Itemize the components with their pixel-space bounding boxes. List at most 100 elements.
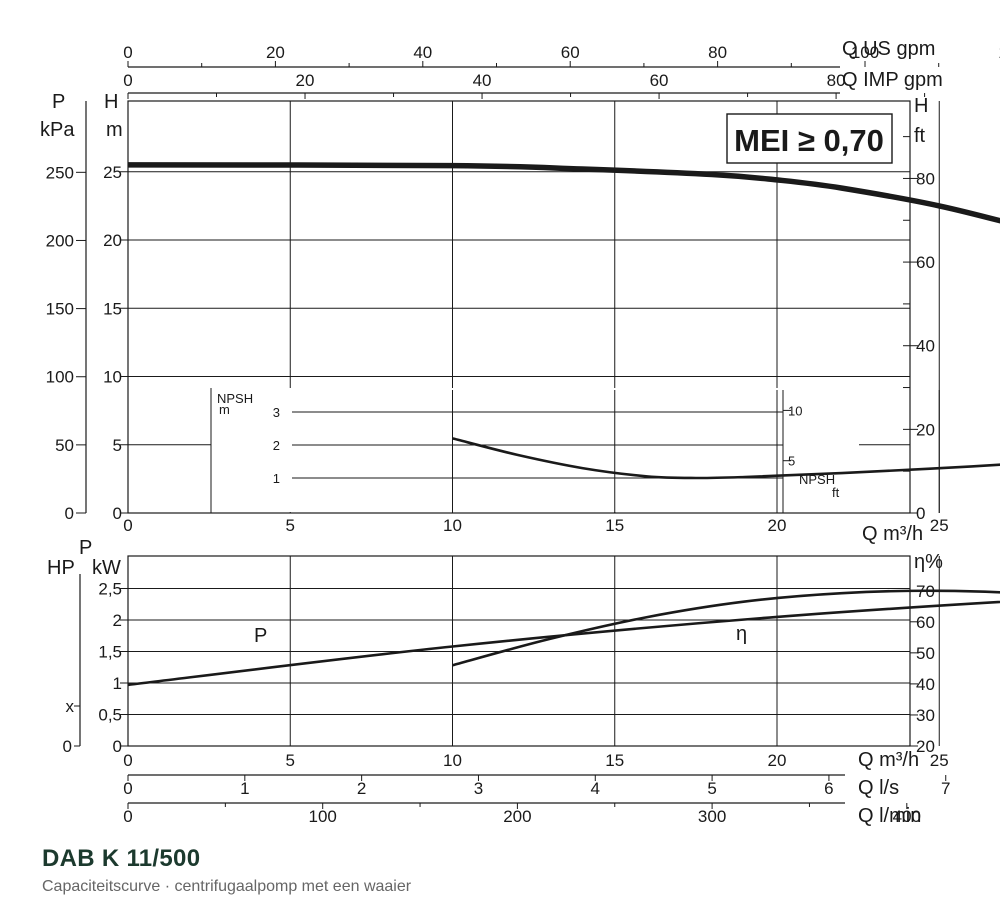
- flow-upper-tick-label: 20: [768, 516, 787, 535]
- imp-gpm-label: Q IMP gpm: [842, 69, 943, 91]
- mei-badge: [726, 113, 893, 164]
- hp-tick-label: 0: [63, 737, 72, 756]
- bottom-flow-axes: 0510152025303540 0123456789101112 010020…: [123, 749, 950, 827]
- imp-gpm-tick-label: 40: [473, 71, 492, 90]
- ls-tick-label: 0: [123, 779, 132, 798]
- npsh-panel: [211, 388, 859, 512]
- us-gpm-label: Q US gpm: [842, 38, 935, 60]
- flow-upper-tick-label: 25: [930, 516, 949, 535]
- kw-tick-label: 1,5: [98, 643, 122, 662]
- npsh-m-tick-label: 2: [273, 438, 280, 453]
- imp-gpm-tick-label: 100: [999, 71, 1000, 90]
- kw-tick-label: 2: [113, 611, 122, 630]
- kpa-tick-label: 250: [46, 163, 74, 182]
- ls-tick-label: 2: [357, 779, 366, 798]
- head-m-axis-label-h: H: [104, 91, 118, 113]
- page-subtitle: Capaciteitscurve · centrifugaalpomp met …: [42, 878, 412, 895]
- head-curve: [127, 162, 1000, 224]
- page-title: DAB K 11/500: [42, 845, 201, 872]
- npsh-ft-tick-label: 5: [788, 454, 795, 469]
- power-axis-label-p: P: [79, 537, 92, 559]
- flow-upper-tick-label: 0: [123, 516, 132, 535]
- ls-axis-label: Q l/s: [858, 777, 899, 799]
- imp-gpm-tick-label: 80: [827, 71, 846, 90]
- power-axis-label-kw: kW: [92, 557, 121, 579]
- power-curve-label: P: [254, 625, 267, 647]
- imp-gpm-tick-label: 0: [123, 71, 132, 90]
- imp-gpm-tick-label: 20: [296, 71, 315, 90]
- flow-lower-tick-label: 5: [286, 751, 295, 770]
- npsh-ft-tick-label: 10: [788, 403, 802, 418]
- us-gpm-tick-label: 100: [851, 43, 879, 62]
- efficiency-curve-label: η: [736, 623, 747, 645]
- head-m-tick-label: 10: [103, 368, 122, 387]
- flow-lower-tick-label: 0: [123, 751, 132, 770]
- power-curve: [127, 600, 1000, 687]
- head-m-tick-label: 0: [113, 504, 122, 523]
- kpa-tick-label: 0: [65, 504, 74, 523]
- npsh-curve: [452, 437, 1000, 480]
- pump-performance-chart: 020406080100120140160180 020406080100120…: [40, 38, 1000, 827]
- head-ft-tick-label: 0: [916, 504, 925, 523]
- kw-tick-label: 1: [113, 674, 122, 693]
- ls-tick-label: 5: [707, 779, 716, 798]
- hp-tick-label: x: [66, 697, 75, 716]
- head-m-axis-label-unit: m: [106, 119, 123, 141]
- head-ft-tick-label: 80: [916, 169, 935, 188]
- us-gpm-tick-label: 0: [123, 43, 132, 62]
- ls-tick-label: 1: [240, 779, 249, 798]
- eta-tick-label: 50: [916, 644, 935, 663]
- imp-gpm-tick-label: 60: [650, 71, 669, 90]
- kpa-tick-label: 100: [46, 368, 74, 387]
- us-gpm-tick-label: 80: [708, 43, 727, 62]
- head-ft-tick-label: 20: [916, 420, 935, 439]
- lmin-tick-label: 0: [123, 807, 132, 826]
- head-m-tick-label: 20: [103, 231, 122, 250]
- pressure-axis-label-p: P: [52, 91, 65, 113]
- npsh-ft-unit: ft: [832, 485, 840, 500]
- us-gpm-tick-label: 120: [998, 43, 1000, 62]
- head-chart-frame: [127, 100, 911, 514]
- power-axis-label-hp: HP: [47, 557, 75, 579]
- flow-lower-tick-label: 15: [605, 751, 624, 770]
- flow-axis-upper-label: Q m³/h: [862, 523, 923, 545]
- ls-tick-label: 7: [941, 779, 950, 798]
- kpa-tick-label: 200: [46, 231, 74, 250]
- eta-tick-label: 30: [916, 706, 935, 725]
- ls-tick-label: 4: [591, 779, 600, 798]
- pressure-axis-label-unit: kPa: [40, 119, 75, 141]
- head-ft-tick-label: 60: [916, 253, 935, 272]
- flow-lower-tick-label: 20: [768, 751, 787, 770]
- head-ft-tick-label: 40: [916, 337, 935, 356]
- ls-tick-label: 3: [474, 779, 483, 798]
- head-ft-axis-label-h: H: [914, 95, 928, 117]
- flow-lower-tick-label: 25: [930, 751, 949, 770]
- us-gpm-tick-label: 40: [413, 43, 432, 62]
- head-m-tick-label: 5: [113, 436, 122, 455]
- eta-tick-label: 20: [916, 737, 935, 756]
- flow-upper-tick-label: 5: [286, 516, 295, 535]
- npsh-m-tick-label: 3: [273, 405, 280, 420]
- flow-upper-tick-label: 15: [605, 516, 624, 535]
- npsh-m-label: NPSH: [217, 391, 253, 406]
- lmin-tick-label: 300: [698, 807, 726, 826]
- efficiency-axis-label: η%: [914, 551, 943, 573]
- npsh-ft-label: NPSH: [799, 472, 835, 487]
- lmin-axis-label: Q l/min: [858, 805, 921, 827]
- lmin-tick-label: 400: [893, 807, 921, 826]
- kw-zero-label: 0: [113, 737, 122, 756]
- flow-axis-upper: 0510152025303540 Q m³/h: [123, 516, 949, 545]
- head-m-tick-label: 15: [103, 299, 122, 318]
- us-gpm-tick-label: 60: [561, 43, 580, 62]
- flow-lower-tick-label: 10: [443, 751, 462, 770]
- kpa-tick-label: 150: [46, 300, 74, 319]
- eta-tick-label: 60: [916, 613, 935, 632]
- head-m-tick-label: 25: [103, 163, 122, 182]
- npsh-m-tick-label: 1: [273, 471, 280, 486]
- eta-tick-label: 40: [916, 675, 935, 694]
- us-gpm-tick-label: 20: [266, 43, 285, 62]
- kw-tick-label: 2,5: [98, 580, 122, 599]
- npsh-m-unit: m: [219, 402, 230, 417]
